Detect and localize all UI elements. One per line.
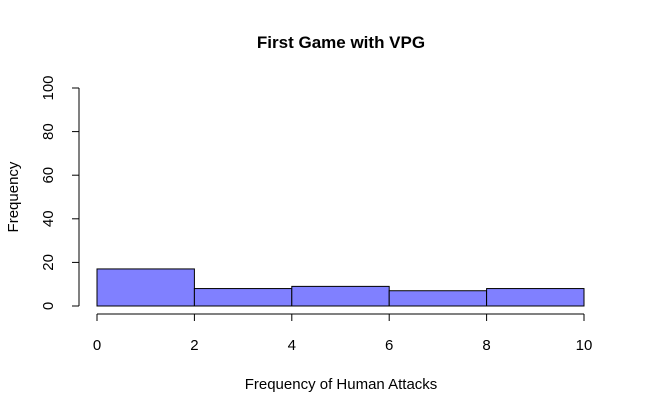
y-tick-label: 20 xyxy=(40,254,57,271)
x-tick-label: 6 xyxy=(385,337,393,354)
histogram-bar-1 xyxy=(193,288,293,307)
x-axis: 0 2 4 6 8 10 xyxy=(93,313,593,354)
chart-title: First Game with VPG xyxy=(257,33,425,52)
y-axis-label: Frequency xyxy=(5,161,22,232)
histogram-bar-2 xyxy=(291,285,390,307)
y-axis: 0 20 40 60 80 100 xyxy=(40,75,80,310)
y-tick-label: 40 xyxy=(40,210,57,227)
y-tick-label: 0 xyxy=(40,302,57,310)
bars-group xyxy=(96,268,585,307)
x-tick-label: 2 xyxy=(190,337,198,354)
x-tick-label: 0 xyxy=(93,337,101,354)
histogram-bar-0 xyxy=(96,268,195,307)
x-tick-label: 10 xyxy=(576,337,593,354)
histogram-bar-3 xyxy=(388,290,488,307)
y-tick-label: 60 xyxy=(40,167,57,184)
y-tick-label: 100 xyxy=(40,75,57,100)
x-tick-label: 8 xyxy=(482,337,490,354)
x-tick-label: 4 xyxy=(288,337,296,354)
y-tick-label: 80 xyxy=(40,123,57,140)
histogram-bar-4 xyxy=(486,288,585,307)
x-axis-label: Frequency of Human Attacks xyxy=(245,376,438,393)
